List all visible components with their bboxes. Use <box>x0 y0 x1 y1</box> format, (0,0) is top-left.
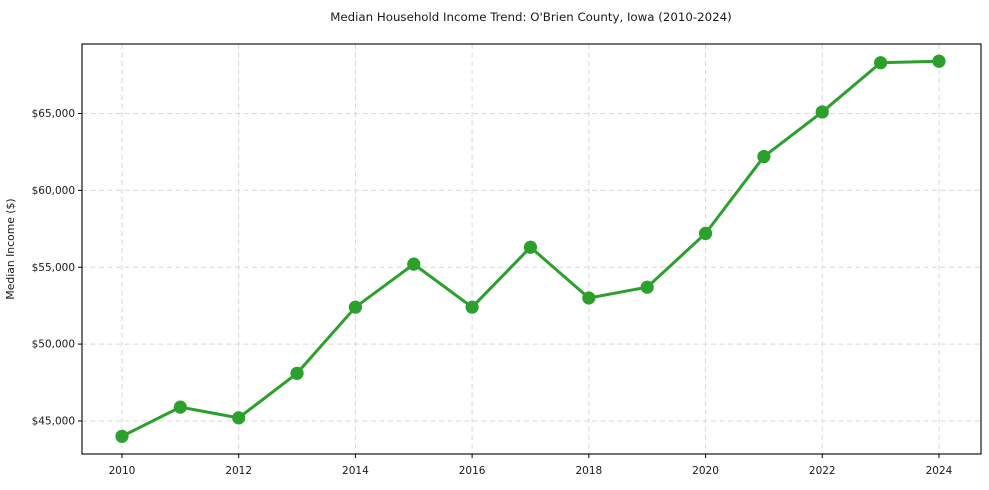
data-point-marker <box>698 226 713 240</box>
x-tick-label: 2012 <box>225 465 252 477</box>
data-point-marker <box>348 300 363 314</box>
data-point-marker <box>874 56 888 70</box>
y-tick-label: $45,000 <box>32 416 75 428</box>
y-tick-label: $65,000 <box>32 108 75 120</box>
x-tick-label: 2016 <box>459 465 486 477</box>
data-point-marker <box>932 54 946 68</box>
axis-ticks-layer: $45,000 $50,000 $55,000 $60,000 $65,000 2010 2… <box>32 108 953 477</box>
plot-area-border <box>81 43 982 455</box>
data-series-layer <box>115 54 946 443</box>
data-point-marker <box>815 105 829 119</box>
data-point-marker <box>290 366 304 380</box>
x-tick-label: 2024 <box>926 465 953 477</box>
chart-title: Median Household Income Trend: O'Brien C… <box>330 10 732 24</box>
x-tick-label: 2018 <box>575 465 602 477</box>
data-point-marker <box>465 300 479 314</box>
y-tick-label: $60,000 <box>32 185 75 197</box>
x-tick-label: 2014 <box>342 465 369 477</box>
data-point-marker <box>173 400 187 414</box>
gridlines-layer <box>82 44 981 454</box>
data-point-marker <box>407 257 421 271</box>
y-tick-label: $55,000 <box>32 262 75 274</box>
data-point-marker <box>757 149 771 164</box>
data-point-marker <box>232 411 246 425</box>
data-point-marker <box>582 291 596 305</box>
data-point-marker <box>640 280 654 294</box>
x-tick-label: 2022 <box>809 465 836 477</box>
x-tick-label: 2020 <box>692 465 719 477</box>
data-point-marker <box>523 240 538 254</box>
data-point-marker <box>115 429 129 443</box>
y-tick-label: $50,000 <box>32 339 75 351</box>
y-axis-title: Median Income ($) <box>4 198 17 299</box>
x-tick-label: 2010 <box>109 465 136 477</box>
